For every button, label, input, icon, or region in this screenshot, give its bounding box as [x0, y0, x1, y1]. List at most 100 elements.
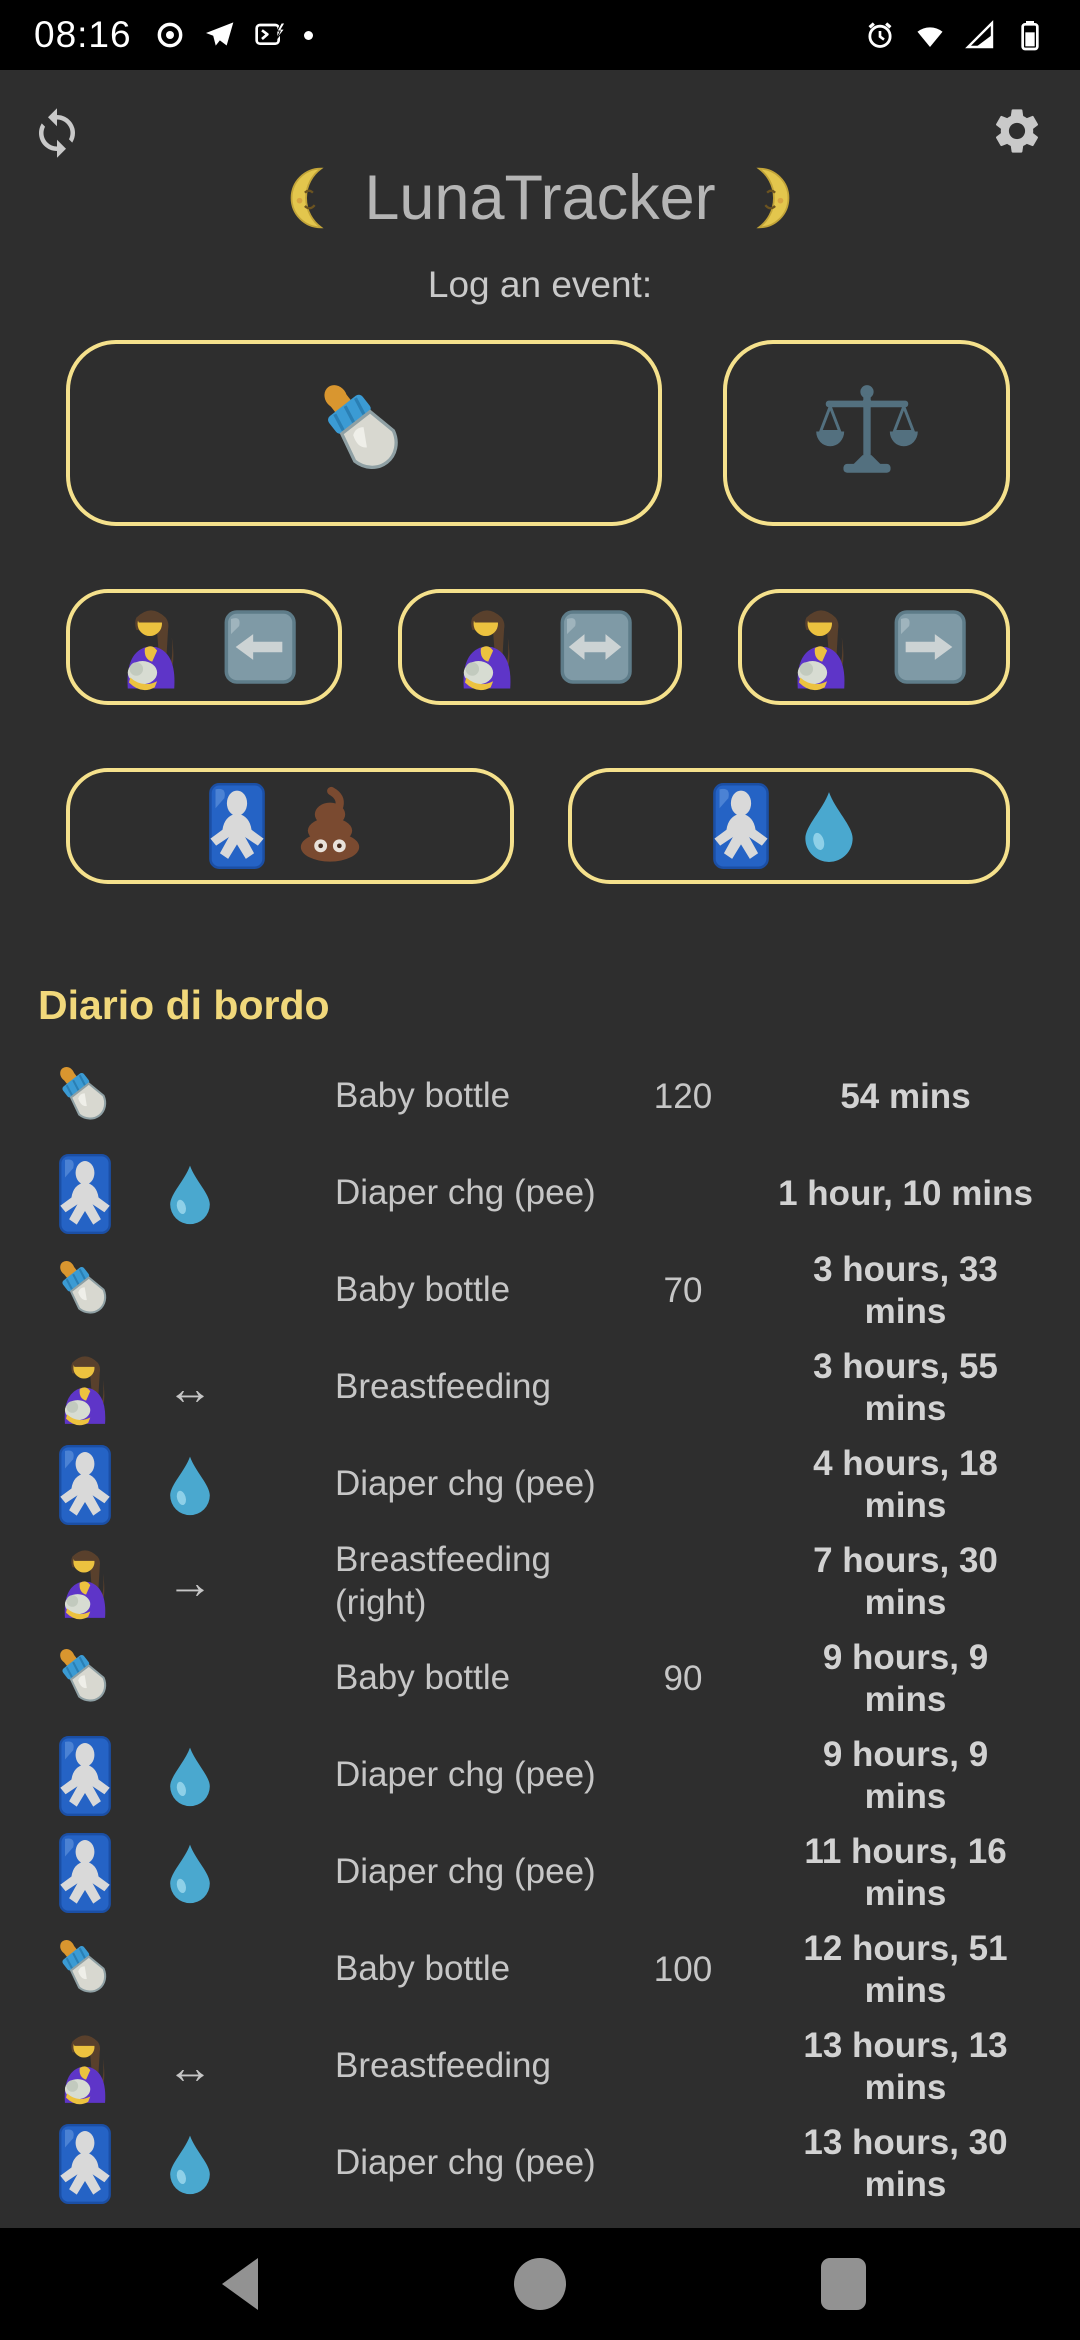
gear-icon — [990, 104, 1044, 158]
clock-time: 08:16 — [34, 14, 132, 55]
log-row[interactable]: Baby bottle 70 3 hours, 33 mins — [0, 1242, 1080, 1339]
baby-bottle-icon — [48, 1060, 122, 1134]
log-row-secondary-icon — [130, 1745, 250, 1807]
log-row[interactable]: Diaper chg (pee) 11 hours, 16 mins — [0, 1824, 1080, 1921]
first-quarter-moon-face-icon — [736, 166, 800, 230]
recents-button[interactable] — [821, 2258, 866, 2310]
log-row-icon — [40, 1350, 130, 1426]
log-row-secondary-icon: ↔ — [130, 1361, 250, 1415]
last-quarter-moon-face-icon — [280, 166, 344, 230]
baby-symbol-icon — [58, 1736, 112, 1816]
baby-symbol-icon — [58, 2124, 112, 2204]
event-name: Diaper chg (pee) — [335, 1852, 596, 1892]
event-elapsed-time: 9 hours, 9 mins — [822, 1735, 989, 1816]
event-name: Diaper chg (pee) — [335, 1464, 596, 1504]
baby-bottle-icon — [305, 374, 423, 492]
log-row-icon — [40, 2029, 130, 2105]
baby-symbol-icon — [712, 783, 770, 869]
breastfeeding-icon — [47, 1544, 123, 1620]
log-row-secondary-icon — [130, 1454, 250, 1516]
settings-button[interactable] — [990, 104, 1044, 158]
log-row[interactable]: ↔ Breastfeeding 3 hours, 55 mins — [0, 1339, 1080, 1436]
event-elapsed-time: 3 hours, 33 mins — [813, 1250, 998, 1331]
breastfeeding-icon — [47, 1350, 123, 1426]
poop-icon — [288, 784, 372, 868]
log-row[interactable]: Baby bottle 120 54 mins — [0, 1048, 1080, 1145]
event-amount: 100 — [653, 1949, 713, 1989]
log-row[interactable]: ↔ Breastfeeding 13 hours, 13 mins — [0, 2018, 1080, 2115]
home-button[interactable] — [514, 2258, 566, 2310]
event-name: Breastfeeding (right) — [335, 1539, 551, 1622]
side-arrow-glyph: → — [167, 1555, 213, 1608]
event-amount: 120 — [653, 1076, 713, 1116]
page-title: LunaTracker — [364, 163, 716, 233]
log-row[interactable]: Diaper chg (pee) 9 hours, 9 mins — [0, 1727, 1080, 1824]
log-row-secondary-icon — [130, 2133, 250, 2195]
log-baby-bottle-button[interactable] — [66, 340, 662, 526]
log-row-icon — [40, 2124, 130, 2204]
message-flash-icon — [254, 19, 286, 51]
battery-icon — [1014, 19, 1046, 51]
event-elapsed-time: 1 hour, 10 mins — [778, 1173, 1033, 1213]
droplet-icon — [792, 789, 866, 863]
side-arrow-glyph: ↔ — [167, 2040, 213, 2093]
scales-icon — [814, 380, 920, 486]
event-elapsed-time: 12 hours, 51 mins — [803, 1929, 1008, 2010]
baby-bottle-icon — [48, 1254, 122, 1328]
droplet-icon — [159, 1163, 221, 1225]
baby-bottle-icon — [48, 1642, 122, 1716]
record-icon — [154, 19, 186, 51]
droplet-icon — [159, 1745, 221, 1807]
event-log-list: Baby bottle 120 54 mins Diaper chg (pee) 1 h… — [0, 1048, 1080, 2212]
log-row[interactable]: Baby bottle 100 12 hours, 51 mins — [0, 1921, 1080, 2018]
breastfeeding-icon — [777, 603, 865, 691]
log-diaper-pee-button[interactable] — [568, 768, 1010, 884]
sync-icon — [30, 106, 84, 160]
notification-dot — [303, 30, 313, 40]
back-button[interactable] — [222, 2258, 258, 2310]
event-amount: 90 — [663, 1658, 703, 1698]
log-row[interactable]: Diaper chg (pee) 1 hour, 10 mins — [0, 1145, 1080, 1242]
arrow-left-square-icon — [217, 605, 301, 689]
baby-symbol-icon — [58, 1445, 112, 1525]
log-breastfeeding-both-button[interactable] — [398, 589, 682, 705]
log-breastfeeding-left-button[interactable] — [66, 589, 342, 705]
event-name: Diaper chg (pee) — [335, 1173, 596, 1213]
event-name: Breastfeeding — [335, 1367, 551, 1407]
log-row[interactable]: → Breastfeeding (right) 7 hours, 30 mins — [0, 1533, 1080, 1630]
event-elapsed-time: 13 hours, 30 mins — [803, 2123, 1008, 2204]
log-row-secondary-icon — [130, 1163, 250, 1225]
event-name: Diaper chg (pee) — [335, 2143, 596, 2183]
breastfeeding-icon — [47, 2029, 123, 2105]
log-row[interactable]: Diaper chg (pee) 4 hours, 18 mins — [0, 1436, 1080, 1533]
log-row-secondary-icon — [130, 1842, 250, 1904]
event-button-row-2 — [66, 768, 1010, 884]
android-navigation-bar — [0, 2228, 1080, 2340]
log-row[interactable]: Baby bottle 90 9 hours, 9 mins — [0, 1630, 1080, 1727]
baby-bottle-icon — [48, 1933, 122, 2007]
log-weight-button[interactable] — [723, 340, 1010, 526]
log-diaper-poo-button[interactable] — [66, 768, 514, 884]
sync-button[interactable] — [30, 106, 84, 160]
droplet-icon — [159, 2133, 221, 2195]
event-button-row-0 — [66, 340, 1010, 526]
log-row[interactable]: Diaper chg (pee) 13 hours, 30 mins — [0, 2115, 1080, 2212]
log-row-icon — [40, 1933, 130, 2007]
event-name: Diaper chg (pee) — [335, 1755, 596, 1795]
event-button-row-1 — [66, 589, 1010, 705]
baby-symbol-icon — [208, 783, 266, 869]
event-amount: 70 — [663, 1270, 703, 1310]
event-elapsed-time: 13 hours, 13 mins — [803, 2026, 1008, 2107]
telegram-icon — [204, 19, 236, 51]
log-row-icon — [40, 1254, 130, 1328]
log-row-icon — [40, 1544, 130, 1620]
status-bar-left-icons — [154, 19, 313, 51]
event-name: Breastfeeding — [335, 2046, 551, 2086]
status-bar-right-icons — [864, 19, 1046, 51]
baby-symbol-icon — [58, 1154, 112, 1234]
status-bar: 08:16 — [0, 0, 1080, 70]
event-name: Baby bottle — [335, 1658, 511, 1698]
log-breastfeeding-right-button[interactable] — [738, 589, 1010, 705]
event-elapsed-time: 4 hours, 18 mins — [813, 1444, 998, 1525]
log-row-secondary-icon: → — [130, 1555, 250, 1609]
